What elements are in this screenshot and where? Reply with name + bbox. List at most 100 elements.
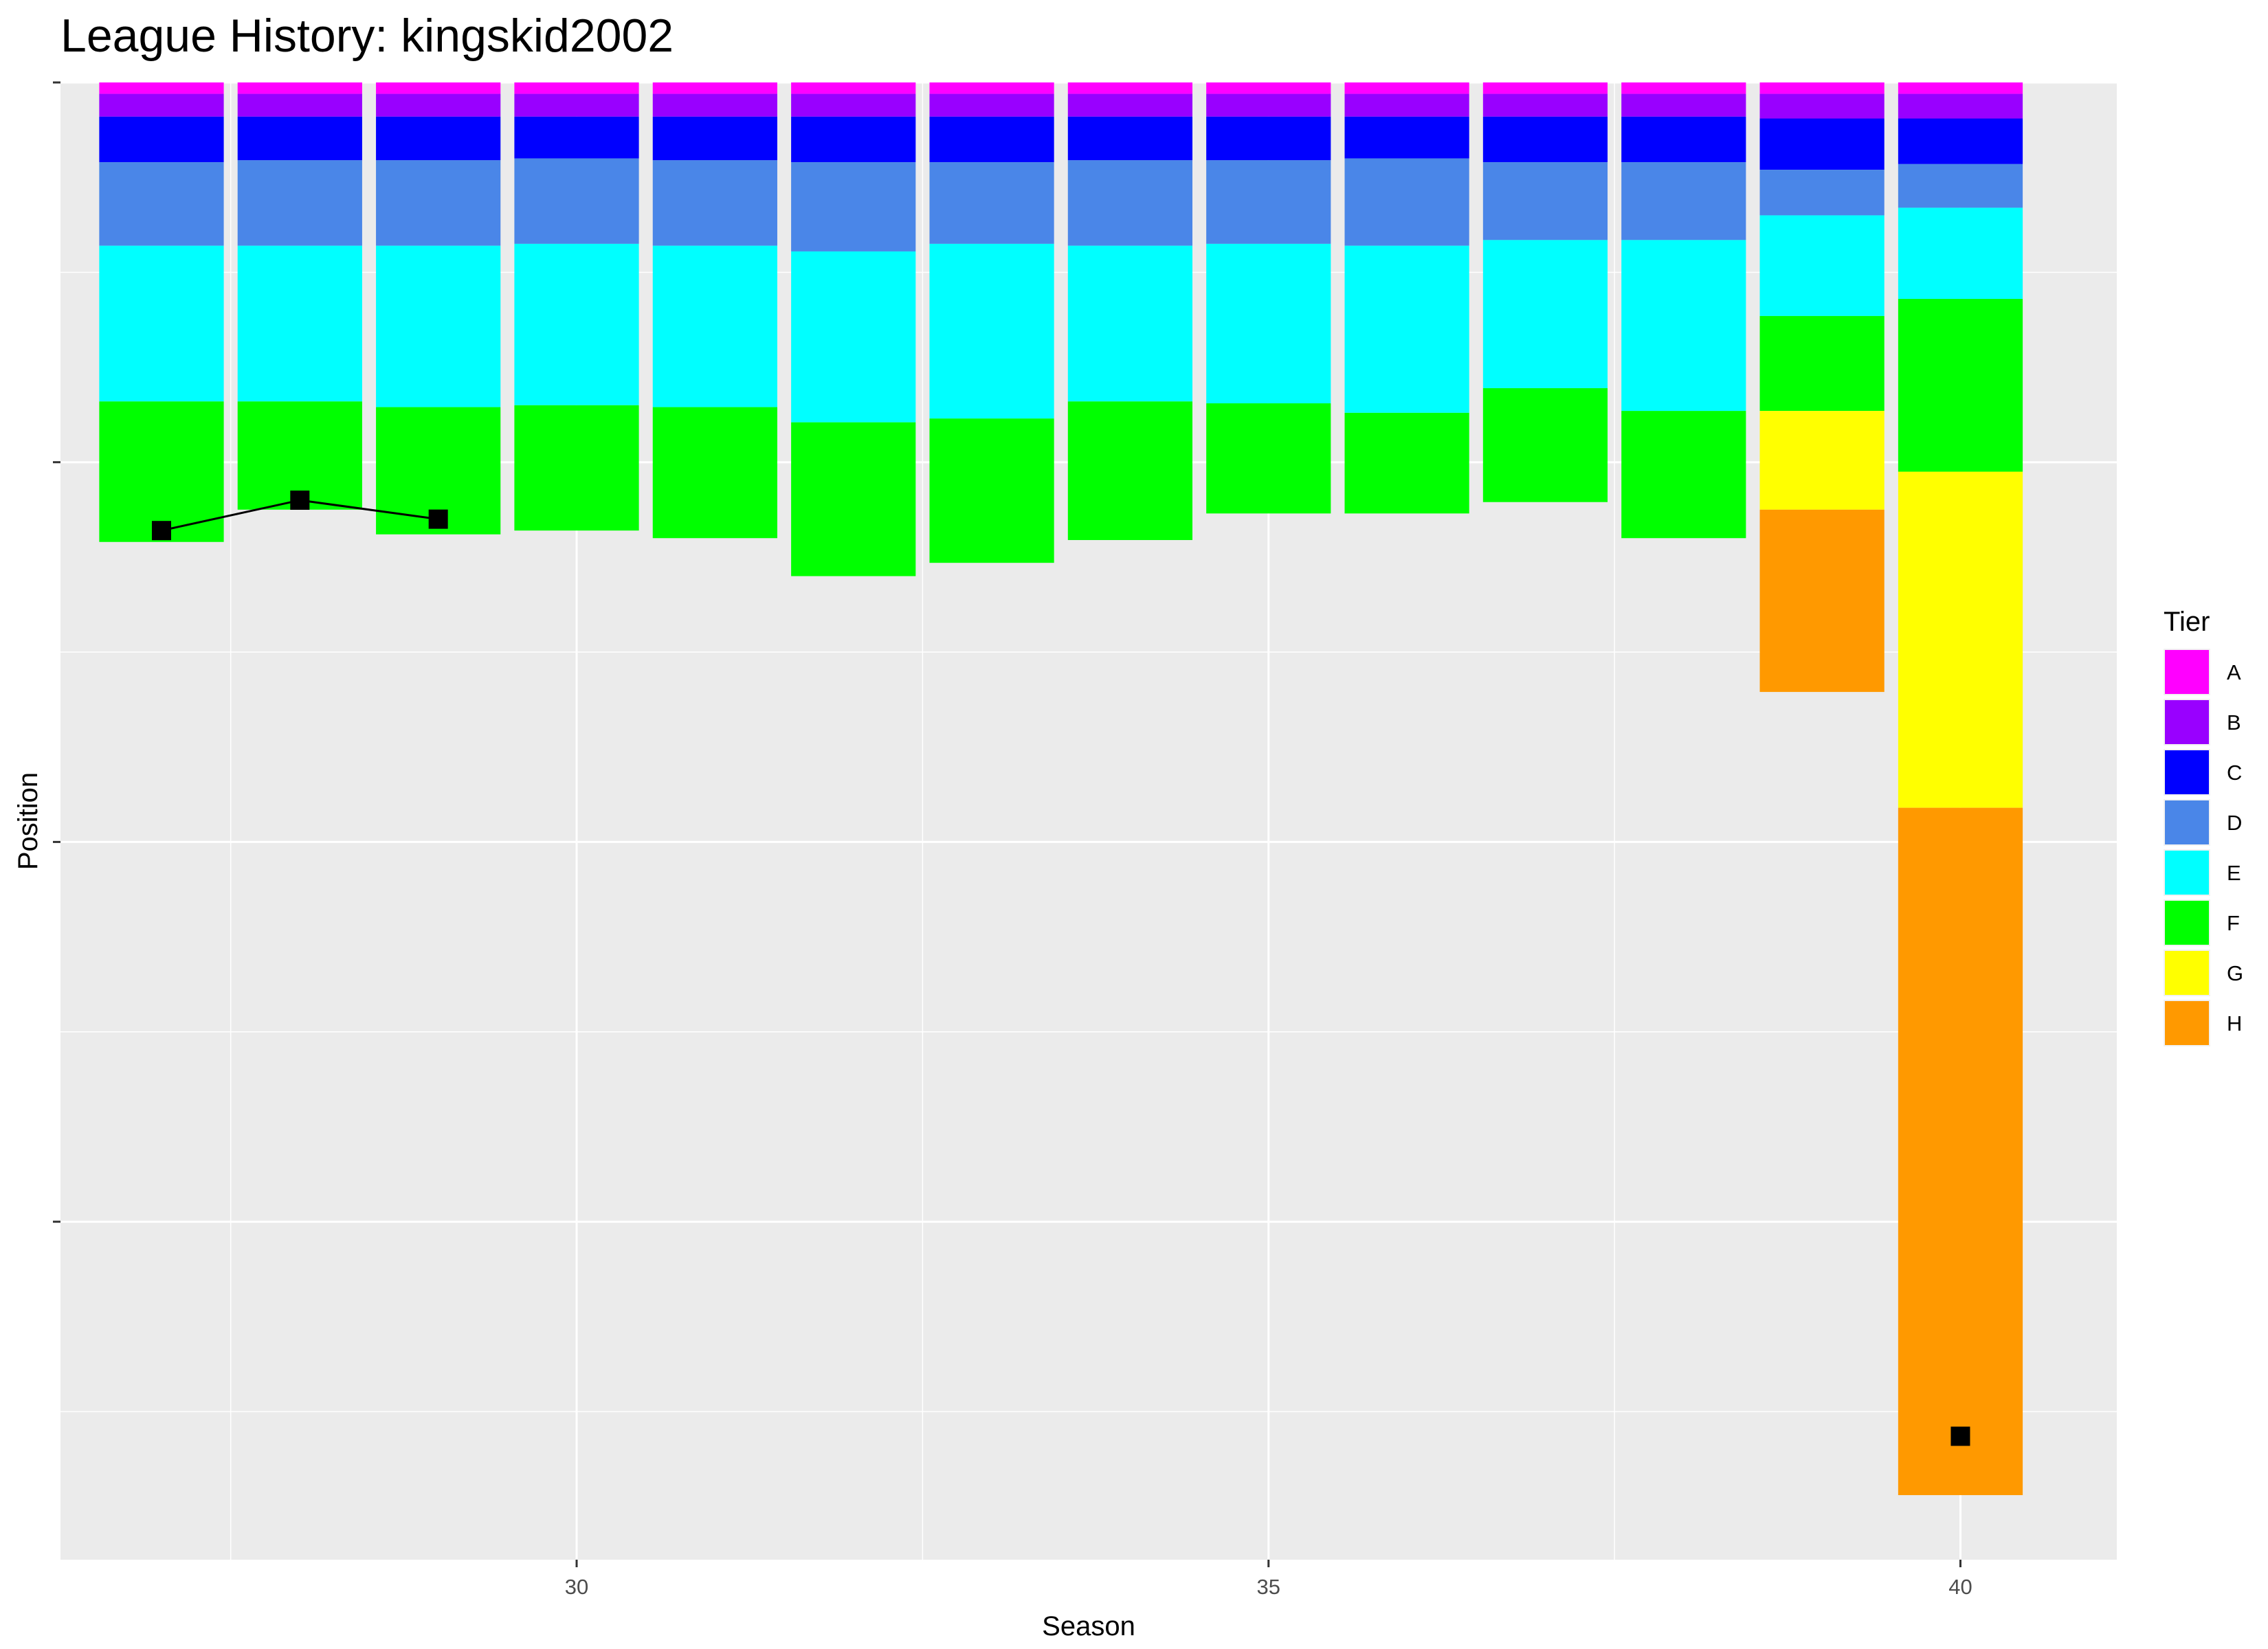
bar-segment-s28-tier-c [237,116,362,161]
bar-segment-s39-tier-f [1759,315,1885,412]
bar-segment-s32-tier-a [791,82,916,94]
bar-segment-s40-tier-h [1898,807,2023,1496]
bar-segment-s37-tier-e [1482,240,1608,388]
bar-segment-s35-tier-b [1206,93,1331,117]
bar-segment-s39-tier-e [1759,215,1885,316]
bar-segment-s39-tier-c [1759,118,1885,170]
bar-segment-s27-tier-d [99,162,224,246]
bar-segment-s40-tier-e [1898,207,2023,300]
bar-segment-s40-tier-f [1898,299,2023,472]
bar-segment-s36-tier-c [1344,116,1469,159]
bar-segment-s33-tier-d [929,162,1054,244]
bar-segment-s38-tier-a [1621,82,1746,94]
legend-key-h [2165,1001,2209,1045]
bar-segment-s32-tier-d [791,162,916,251]
bar-segment-s34-tier-b [1067,93,1193,117]
legend-label-f: F [2227,911,2240,935]
bar-segment-s31-tier-f [652,407,777,539]
position-marker [151,521,171,541]
bar-segment-s33-tier-f [929,418,1054,563]
bar-segment-s40-tier-a [1898,82,2023,94]
bar-segment-s34-tier-a [1067,82,1193,94]
bar-segment-s32-tier-b [791,93,916,117]
bar-segment-s37-tier-c [1482,116,1608,163]
bar-segment-s31-tier-c [652,116,777,161]
bar-segment-s35-tier-c [1206,116,1331,161]
bar-segment-s27-tier-a [99,82,224,94]
x-axis-title: Season [1042,1611,1135,1641]
bar-segment-s33-tier-e [929,243,1054,419]
bar-segment-s34-tier-c [1067,116,1193,161]
legend-key-c [2165,750,2209,794]
bar-segment-s30-tier-a [514,82,639,94]
bar-segment-s27-tier-f [99,401,224,542]
position-marker [290,490,310,510]
bar-segment-s38-tier-e [1621,240,1746,412]
bar-segment-s34-tier-e [1067,245,1193,402]
bar-segment-s36-tier-d [1344,158,1469,246]
legend-title: Tier [2164,607,2210,637]
bar-segment-s28-tier-a [237,82,362,94]
legend-key-b [2165,700,2209,744]
legend-label-e: E [2227,861,2241,885]
position-marker [1950,1426,1970,1446]
bar-segment-s39-tier-h [1759,509,1885,693]
bar-segment-s28-tier-d [237,160,362,246]
bar-segment-s27-tier-e [99,245,224,402]
bar-segment-s29-tier-a [376,82,501,94]
bar-segment-s35-tier-d [1206,160,1331,244]
bar-segment-s33-tier-b [929,93,1054,117]
legend-label-h: H [2227,1011,2242,1035]
bar-segment-s36-tier-b [1344,93,1469,117]
legend: Tier A B C D E F G H [2164,607,2243,1046]
bar-segment-s28-tier-b [237,93,362,117]
bar-segment-s38-tier-c [1621,116,1746,163]
bar-segment-s36-tier-e [1344,245,1469,413]
legend-label-g: G [2227,961,2243,985]
bar-segment-s31-tier-a [652,82,777,94]
bar-segment-s30-tier-b [514,93,639,117]
bar-segment-s29-tier-d [376,160,501,246]
legend-label-b: B [2227,710,2241,734]
legend-key-g [2165,951,2209,995]
bar-segment-s39-tier-b [1759,93,1885,119]
bar-segment-s27-tier-c [99,116,224,163]
position-marker [428,509,448,529]
bar-segment-s38-tier-b [1621,93,1746,117]
bar-segment-s38-tier-d [1621,162,1746,240]
bar-segment-s37-tier-a [1482,82,1608,94]
legend-label-c: C [2227,761,2242,785]
bar-segment-s29-tier-e [376,245,501,407]
bar-segment-s33-tier-c [929,116,1054,163]
bar-segment-s32-tier-f [791,422,916,576]
legend-key-f [2165,901,2209,945]
stacked-bars [99,82,2023,1496]
bar-segment-s40-tier-b [1898,93,2023,119]
bar-segment-s34-tier-f [1067,401,1193,541]
bar-segment-s31-tier-b [652,93,777,117]
bar-segment-s37-tier-f [1482,388,1608,502]
bar-segment-s35-tier-f [1206,403,1331,514]
x-tick-label: 35 [1257,1575,1280,1599]
bar-segment-s40-tier-c [1898,118,2023,164]
bar-segment-s40-tier-g [1898,471,2023,808]
axes: 30 35 40 [53,81,1972,1599]
legend-label-a: A [2227,660,2241,684]
bar-segment-s39-tier-g [1759,411,1885,510]
bar-segment-s32-tier-c [791,116,916,163]
bar-segment-s37-tier-b [1482,93,1608,117]
bar-segment-s30-tier-f [514,405,639,531]
bar-segment-s40-tier-d [1898,164,2023,208]
bar-segment-s33-tier-a [929,82,1054,94]
bar-segment-s38-tier-f [1621,411,1746,539]
bar-segment-s39-tier-d [1759,170,1885,216]
chart-title: League History: kingskid2002 [60,10,674,62]
x-tick-label: 30 [565,1575,588,1599]
bar-segment-s35-tier-a [1206,82,1331,94]
bar-segment-s32-tier-e [791,251,916,423]
bar-segment-s34-tier-d [1067,160,1193,246]
player-position-markers [151,490,1970,1446]
legend-label-d: D [2227,811,2242,835]
bar-segment-s27-tier-b [99,93,224,117]
